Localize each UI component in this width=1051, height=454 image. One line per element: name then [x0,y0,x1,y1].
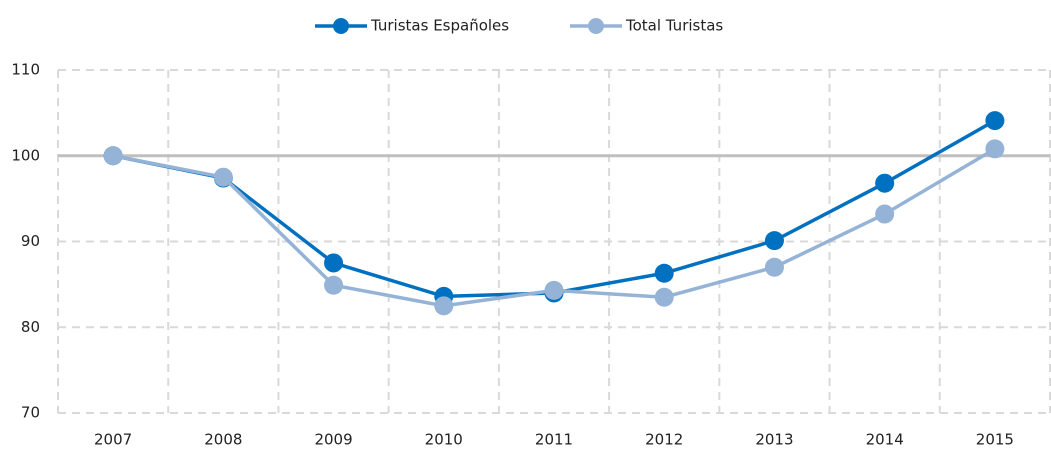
x-tick-label: 2012 [645,431,683,449]
y-tick-label: 110 [11,61,40,79]
series-line [112,119,996,299]
data-point [213,167,233,187]
data-point [764,257,784,277]
y-tick-label: 70 [21,404,40,422]
x-tick-label: 2015 [976,431,1014,449]
data-point [324,275,344,295]
x-tick-label: 2009 [314,431,352,449]
x-tick-label: 2008 [204,431,242,449]
data-point [875,204,895,224]
data-point [654,263,674,283]
x-tick-label: 2011 [535,431,573,449]
data-point [544,280,564,300]
x-tick-label: 2013 [755,431,793,449]
y-tick-label: 100 [11,146,40,164]
legend-label: Total Turistas [625,17,723,35]
legend-label: Turistas Españoles [370,17,509,35]
data-point [875,173,895,193]
data-point [654,287,674,307]
x-tick-label: 2010 [425,431,463,449]
data-point [764,231,784,251]
data-point [103,146,123,166]
data-point [434,296,454,316]
legend-marker [333,18,349,34]
data-point [985,139,1005,159]
x-tick-label: 2007 [94,431,132,449]
x-tick-label: 2014 [866,431,904,449]
data-point [985,111,1005,131]
y-tick-label: 90 [21,232,40,250]
legend-marker [588,18,604,34]
data-point [324,253,344,273]
y-tick-label: 80 [21,318,40,336]
